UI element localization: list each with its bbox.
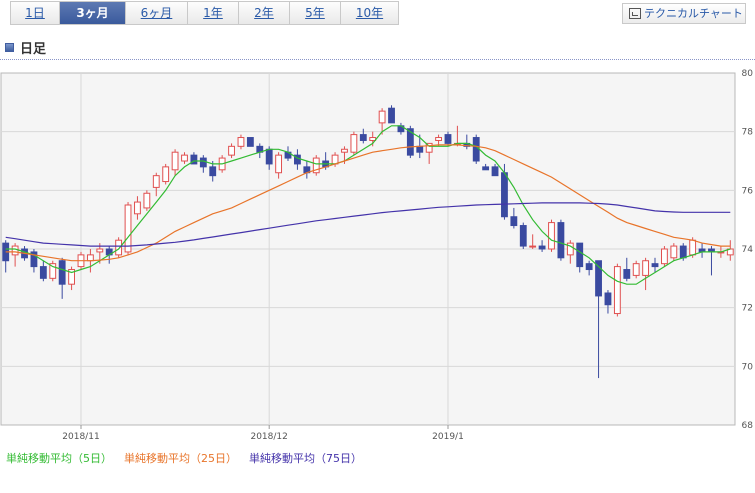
candle-body — [613, 266, 621, 315]
section-title: 日足 — [20, 42, 47, 57]
candle-body — [538, 245, 546, 250]
candle-body — [595, 260, 602, 297]
candle-body — [491, 166, 499, 177]
technical-chart-label: テクニカルチャート — [644, 7, 743, 20]
candle-body — [312, 157, 320, 174]
candle-body — [670, 245, 678, 259]
candle-body — [444, 134, 452, 144]
candle-body — [679, 245, 687, 259]
candle-body — [529, 245, 537, 248]
y-tick-label: 70 — [742, 362, 754, 372]
candle-body — [557, 222, 565, 259]
candle-body — [237, 137, 245, 147]
y-tick-label: 68 — [742, 421, 754, 431]
candle-body — [124, 204, 132, 253]
candle-body — [416, 145, 424, 153]
candle-body — [11, 245, 19, 256]
legend-ma75: 単純移動平均（75日） — [249, 452, 362, 465]
candle-body — [632, 263, 640, 276]
candle-body — [162, 166, 170, 183]
candle-body — [228, 145, 235, 156]
candlestick-chart: 68 70 72 74 76 78 80 2018/11 2018/12 2019/1 — [0, 69, 754, 442]
candle-body — [181, 154, 188, 162]
candle-body — [378, 110, 386, 124]
legend-ma5: 単純移動平均（5日） — [6, 452, 112, 465]
square-icon — [5, 43, 14, 52]
divider — [0, 59, 755, 60]
legend-ma25: 単純移動平均（25日） — [124, 452, 237, 465]
candle-body — [548, 222, 555, 250]
candle-body — [350, 134, 358, 153]
candle-body — [388, 107, 395, 124]
x-tick-label: 2018/11 — [62, 432, 99, 442]
candle-body — [482, 166, 490, 171]
tab-2y[interactable]: 2年 — [239, 1, 290, 25]
tab-5y[interactable]: 5年 — [290, 1, 341, 25]
candle-body — [190, 154, 198, 165]
candle-body — [199, 157, 207, 168]
tab-10y[interactable]: 10年 — [341, 1, 399, 25]
candle-body — [406, 128, 414, 156]
candle-body — [58, 260, 66, 285]
ma5-line — [5, 125, 731, 285]
chart-legend: 単純移動平均（5日） 単純移動平均（25日） 単純移動平均（75日） — [6, 450, 362, 466]
candle-body — [519, 225, 527, 247]
candle-body — [576, 242, 584, 268]
candle-body — [152, 175, 160, 188]
ma25-line — [5, 144, 731, 262]
candle-body — [134, 201, 141, 215]
candle-body — [604, 292, 612, 306]
candle-body — [171, 151, 179, 171]
tab-6m[interactable]: 6ヶ月 — [126, 1, 188, 25]
candle-body — [566, 242, 574, 256]
candle-body — [49, 263, 57, 279]
candle-body — [472, 137, 480, 162]
y-tick-label: 76 — [742, 186, 754, 196]
candle-body — [143, 192, 151, 209]
candle-body — [265, 148, 273, 165]
candle-body — [623, 269, 631, 279]
candle-body — [359, 134, 367, 141]
candle-body — [246, 137, 254, 147]
y-tick-label: 78 — [742, 128, 754, 138]
candle-body — [30, 251, 38, 268]
candle-body — [642, 260, 650, 276]
candle-body — [651, 263, 659, 268]
candle-body — [331, 154, 339, 165]
y-tick-label: 74 — [742, 245, 754, 255]
period-tabs: 1日 3ヶ月 6ヶ月 1年 2年 5年 10年 — [10, 1, 399, 25]
x-tick-label: 2018/12 — [250, 432, 287, 442]
chart-icon — [629, 8, 641, 19]
y-tick-label: 80 — [742, 69, 754, 79]
candle-body — [501, 172, 508, 218]
candle-body — [39, 266, 47, 279]
candle-body — [585, 263, 593, 271]
candle-body — [661, 248, 668, 265]
candle-body — [341, 148, 348, 153]
candle-body — [435, 137, 442, 141]
candle-body — [425, 142, 433, 153]
x-tick-label: 2019/1 — [432, 432, 464, 442]
candle-body — [96, 248, 104, 253]
tab-1d[interactable]: 1日 — [10, 1, 60, 25]
tab-3m[interactable]: 3ヶ月 — [60, 1, 126, 25]
y-tick-label: 72 — [742, 304, 753, 314]
candle-body — [115, 239, 123, 256]
candle-body — [209, 166, 217, 177]
candle-body — [86, 254, 94, 262]
candle-body — [275, 154, 283, 174]
candle-body — [510, 216, 518, 227]
technical-chart-button[interactable]: テクニカルチャート — [622, 3, 746, 24]
section-header: 日足 — [5, 38, 46, 57]
tab-1y[interactable]: 1年 — [188, 1, 239, 25]
ma75-line — [5, 202, 731, 247]
candle-body — [68, 269, 75, 285]
candle-body — [689, 239, 697, 256]
